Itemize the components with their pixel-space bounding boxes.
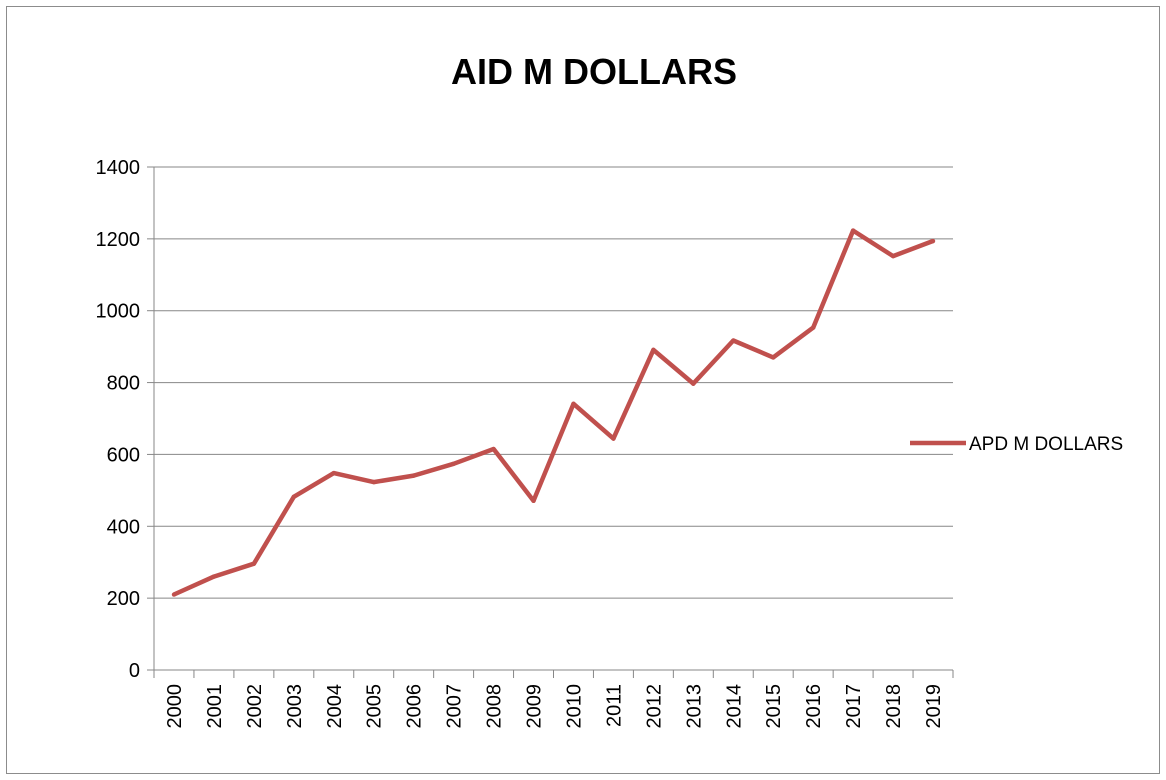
x-tick-label: 2011 <box>603 684 625 727</box>
data-point <box>451 461 456 466</box>
x-tick-label: 2013 <box>683 684 705 729</box>
x-tick-label: 2002 <box>244 684 266 729</box>
y-tick-label: 1400 <box>96 157 141 179</box>
chart-title: AID M DOLLARS <box>451 51 737 92</box>
data-point <box>691 381 696 386</box>
x-tick-label: 2015 <box>763 684 785 729</box>
data-point <box>291 494 297 500</box>
data-point <box>651 347 656 353</box>
legend: APD M DOLLARS <box>910 434 1123 455</box>
x-tick-label: 2016 <box>803 684 825 729</box>
x-tick-label: 2006 <box>404 684 426 729</box>
x-tick-label: 2004 <box>324 684 346 729</box>
legend-label: APD M DOLLARS <box>969 434 1123 455</box>
data-point <box>531 498 536 503</box>
data-point <box>810 325 816 330</box>
gridlines <box>154 166 953 599</box>
data-point <box>331 470 336 476</box>
y-tick-label: 600 <box>107 444 140 466</box>
data-point <box>491 446 496 452</box>
data-point <box>930 238 936 244</box>
axes <box>153 167 953 671</box>
x-tick-label: 2009 <box>524 684 546 729</box>
x-tick-label: 2017 <box>843 684 865 729</box>
data-point <box>371 479 376 485</box>
y-tick-label: 1200 <box>96 229 141 251</box>
y-tick-label: 1000 <box>96 301 141 323</box>
x-tick-label: 2012 <box>643 684 665 729</box>
x-tick-label: 2000 <box>164 684 186 729</box>
chart-frame <box>6 6 1160 774</box>
x-tick-label: 2010 <box>563 684 585 729</box>
y-tick-label: 200 <box>107 588 140 610</box>
data-point <box>731 338 736 343</box>
data-point <box>611 436 616 441</box>
data-point <box>171 592 177 597</box>
x-tick-label: 2008 <box>484 684 506 729</box>
x-tick-label: 2005 <box>364 684 386 729</box>
x-axis-ticks: 2000 2001 2002 2003 2004 2005 2006 2007 2008 2009… <box>153 670 954 729</box>
x-tick-label: 2003 <box>284 684 306 729</box>
data-point <box>411 473 416 478</box>
y-tick-label: 800 <box>107 373 140 395</box>
data-point <box>771 355 776 360</box>
series-line-0 <box>173 228 934 597</box>
x-tick-label: 2014 <box>723 684 745 729</box>
x-tick-label: 2007 <box>444 684 466 729</box>
data-point <box>571 401 576 406</box>
y-tick-label: 400 <box>107 516 140 538</box>
x-tick-label: 2001 <box>204 684 226 729</box>
data-point <box>251 561 257 566</box>
data-point <box>890 253 896 259</box>
y-tick-label: 0 <box>129 660 140 682</box>
x-tick-label: 2018 <box>883 684 905 729</box>
data-point <box>850 228 856 233</box>
y-axis-ticks: 0 200 400 600 800 1000 1200 1400 <box>96 157 154 682</box>
data-point <box>211 574 217 579</box>
series-lines <box>171 228 936 597</box>
x-tick-label: 2019 <box>923 684 945 729</box>
